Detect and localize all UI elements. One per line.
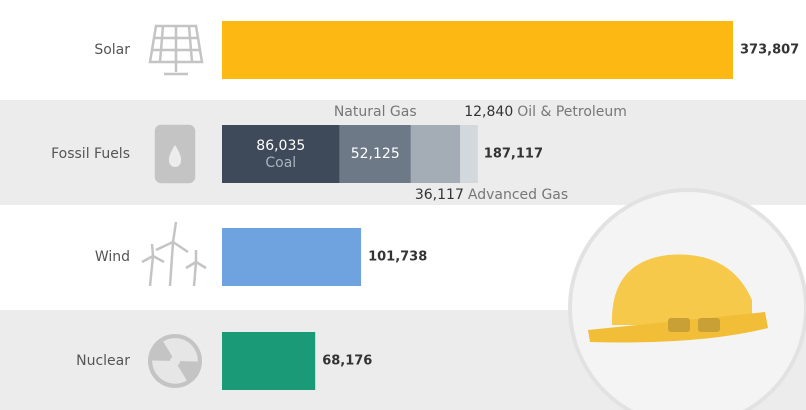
segment-value-label: 12,840 bbox=[464, 104, 513, 120]
segment-value-label: 36,117 bbox=[415, 187, 464, 203]
segment-name-label: Oil & Petroleum bbox=[517, 104, 627, 120]
segment-name-label: Advanced Gas bbox=[468, 187, 568, 203]
segment-value-label: 86,035 bbox=[256, 138, 305, 154]
bar bbox=[222, 21, 733, 79]
category-label: Nuclear bbox=[76, 353, 130, 369]
hard-hat-illustration bbox=[570, 190, 806, 410]
category-label: Solar bbox=[94, 42, 130, 58]
segment-value-label: 52,125 bbox=[351, 146, 400, 162]
oil-barrel-icon bbox=[156, 126, 194, 182]
value-label: 101,738 bbox=[368, 250, 427, 265]
segment-name-label: Natural Gas bbox=[334, 104, 417, 120]
value-label: 373,807 bbox=[740, 43, 799, 58]
total-label: 187,117 bbox=[484, 147, 543, 162]
wind-turbine-icon bbox=[142, 222, 206, 286]
bar bbox=[222, 228, 361, 286]
bar bbox=[222, 332, 315, 390]
bar-segment bbox=[460, 125, 478, 183]
value-label: 68,176 bbox=[322, 354, 372, 369]
category-label: Wind bbox=[95, 249, 130, 265]
segment-name-label: Coal bbox=[265, 155, 296, 171]
bar-segment bbox=[222, 125, 340, 183]
category-label: Fossil Fuels bbox=[51, 146, 130, 162]
chart: Solar 373,807 Fossil Fuels 86,035Coal 52,125… bbox=[0, 0, 806, 410]
bar-segment bbox=[411, 125, 460, 183]
solar-panel-icon bbox=[150, 26, 202, 74]
